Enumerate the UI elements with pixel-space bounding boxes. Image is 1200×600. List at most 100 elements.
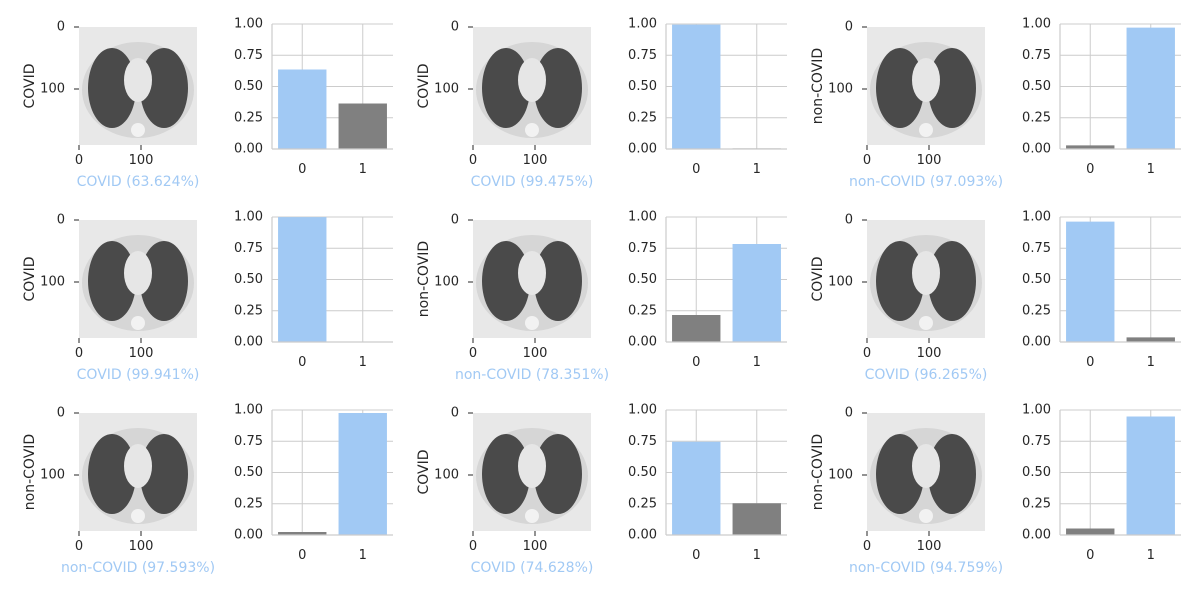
prediction-label: COVID (74.628%) xyxy=(471,560,594,576)
scan-xtick-label: 100 xyxy=(523,346,548,361)
scan-ytick-label: 100 xyxy=(828,275,853,290)
panel-3: COVID 0 100 0 100 COVID (99.941%) 0.00 0.25 0.50… xyxy=(22,210,393,383)
bar-xtick-label: 0 xyxy=(692,548,700,563)
bar-ytick-label: 0.00 xyxy=(1022,528,1051,543)
bar-class-0 xyxy=(1066,221,1115,342)
scan-xtick-label: 0 xyxy=(469,153,477,168)
ct-scan-image xyxy=(473,413,591,531)
panel-8: non-COVID 0 100 0 100 non-COVID (94.759%) 0.00… xyxy=(810,403,1181,576)
prediction-label: non-COVID (97.093%) xyxy=(849,174,1003,190)
scan-ytick-label: 0 xyxy=(451,213,459,228)
scan-true-label: COVID xyxy=(810,256,826,301)
prediction-label: non-COVID (94.759%) xyxy=(849,560,1003,576)
bar-class-0 xyxy=(672,315,721,342)
bar-ytick-label: 0.25 xyxy=(628,496,657,511)
scan-ytick-label: 100 xyxy=(434,82,459,97)
bar-xtick-label: 1 xyxy=(1147,162,1155,177)
ct-spine xyxy=(525,123,539,137)
ct-lung-right xyxy=(140,48,188,128)
scan-ytick-label: 100 xyxy=(828,468,853,483)
scan-xtick-label: 0 xyxy=(863,346,871,361)
bar-xtick-label: 1 xyxy=(1147,355,1155,370)
bar-ytick-label: 0.25 xyxy=(1022,496,1051,511)
scan-ytick-label: 0 xyxy=(845,406,853,421)
scan-ytick-label: 0 xyxy=(845,20,853,35)
ct-mediastinum xyxy=(912,251,940,295)
ct-scan-image xyxy=(79,27,197,145)
scan-ytick-label: 0 xyxy=(845,213,853,228)
bar-class-0 xyxy=(278,217,327,342)
bar-ytick-label: 0.25 xyxy=(234,496,263,511)
ct-lung-right xyxy=(140,241,188,321)
bar-ytick-label: 0.50 xyxy=(1022,465,1051,480)
ct-scan-image xyxy=(867,413,985,531)
scan-ytick-label: 0 xyxy=(57,213,65,228)
bar-class-0 xyxy=(672,24,721,149)
ct-lung-right xyxy=(534,241,582,321)
bar-class-0 xyxy=(672,441,721,535)
bar-ytick-label: 0.25 xyxy=(628,110,657,125)
bar-ytick-label: 0.75 xyxy=(234,241,263,256)
bar-ytick-label: 1.00 xyxy=(234,17,263,32)
bar-ytick-label: 0.75 xyxy=(1022,48,1051,63)
scan-ytick-label: 100 xyxy=(40,82,65,97)
bar-class-1 xyxy=(1126,27,1175,149)
bar-xtick-label: 1 xyxy=(753,548,761,563)
ct-spine xyxy=(131,316,145,330)
bar-xtick-label: 0 xyxy=(298,162,306,177)
probability-bar-chart: 0.00 0.25 0.50 0.75 1.00 0 1 xyxy=(234,403,393,563)
ct-spine xyxy=(131,509,145,523)
bar-xtick-label: 0 xyxy=(298,355,306,370)
scan-xtick-label: 100 xyxy=(917,539,942,554)
bar-ytick-label: 0.50 xyxy=(1022,79,1051,94)
scan-true-label: COVID xyxy=(416,63,432,108)
scan-xtick-label: 100 xyxy=(917,346,942,361)
bar-xtick-label: 0 xyxy=(692,162,700,177)
ct-mediastinum xyxy=(124,58,152,102)
bar-ytick-label: 0.50 xyxy=(628,79,657,94)
scan-ytick-label: 0 xyxy=(451,20,459,35)
scan-true-label: non-COVID xyxy=(22,434,38,510)
panel-0: COVID 0 100 0 100 COVID (63.624%) 0.00 0.25 0.50… xyxy=(22,17,393,190)
ct-spine xyxy=(919,316,933,330)
bar-ytick-label: 0.00 xyxy=(628,528,657,543)
scan-xtick-label: 100 xyxy=(129,153,154,168)
bar-ytick-label: 0.00 xyxy=(1022,335,1051,350)
scan-ytick-label: 0 xyxy=(57,20,65,35)
bar-ytick-label: 1.00 xyxy=(628,210,657,225)
bar-ytick-label: 0.75 xyxy=(234,48,263,63)
prediction-label: COVID (99.475%) xyxy=(471,174,594,190)
bar-class-1 xyxy=(1126,337,1175,342)
probability-bar-chart: 0.00 0.25 0.50 0.75 1.00 0 1 xyxy=(234,210,393,370)
bar-ytick-label: 0.00 xyxy=(234,142,263,157)
bar-class-1 xyxy=(1126,416,1175,535)
ct-mediastinum xyxy=(912,444,940,488)
bar-ytick-label: 1.00 xyxy=(234,403,263,418)
bar-ytick-label: 1.00 xyxy=(628,403,657,418)
bar-xtick-label: 0 xyxy=(1086,548,1094,563)
bar-ytick-label: 0.25 xyxy=(628,303,657,318)
scan-xtick-label: 100 xyxy=(129,346,154,361)
ct-lung-right xyxy=(928,48,976,128)
ct-lung-right xyxy=(140,434,188,514)
bar-ytick-label: 0.25 xyxy=(1022,303,1051,318)
ct-spine xyxy=(525,509,539,523)
ct-spine xyxy=(919,123,933,137)
ct-mediastinum xyxy=(912,58,940,102)
scan-ytick-label: 100 xyxy=(434,468,459,483)
bar-class-0 xyxy=(278,532,327,535)
bar-ytick-label: 0.00 xyxy=(1022,142,1051,157)
probability-bar-chart: 0.00 0.25 0.50 0.75 1.00 0 1 xyxy=(1022,17,1181,177)
ct-scan-image xyxy=(473,220,591,338)
bar-ytick-label: 0.25 xyxy=(234,303,263,318)
bar-ytick-label: 0.50 xyxy=(234,465,263,480)
bar-ytick-label: 1.00 xyxy=(628,17,657,32)
bar-ytick-label: 1.00 xyxy=(1022,17,1051,32)
bar-ytick-label: 0.50 xyxy=(234,79,263,94)
scan-true-label: COVID xyxy=(416,449,432,494)
bar-class-0 xyxy=(1066,145,1115,149)
bar-class-1 xyxy=(338,103,387,149)
panel-2: non-COVID 0 100 0 100 non-COVID (97.093%) 0.00… xyxy=(810,17,1181,190)
ct-spine xyxy=(131,123,145,137)
scan-true-label: non-COVID xyxy=(416,241,432,317)
